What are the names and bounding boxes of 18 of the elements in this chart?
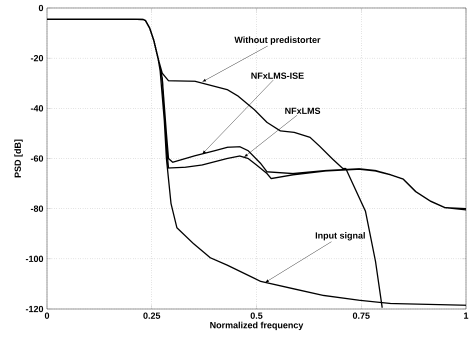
x-tick-label: 0.25 [143, 312, 160, 319]
x-tick-label: 0 [44, 312, 50, 319]
y-axis-title: PSD [dB] [14, 140, 23, 178]
annotation: NFxLMS [285, 108, 320, 114]
annotation: Without predistorter [234, 36, 320, 45]
x-tick-label: 1 [464, 312, 468, 319]
y-tick-label: -40 [30, 105, 44, 112]
y-tick-label: -100 [26, 256, 44, 262]
x-axis-title: Normalized frequency [210, 322, 304, 330]
y-tick-label: -80 [30, 205, 44, 212]
y-tick-label: -60 [30, 155, 44, 162]
y-tick-label: -20 [30, 54, 44, 62]
annotation: Input signal [316, 232, 365, 240]
x-tick-label: 0.75 [352, 312, 370, 319]
x-tick-label: 0.5 [250, 312, 262, 319]
y-tick-label: -120 [26, 306, 44, 312]
annotation: NFxLMS-ISE [251, 72, 304, 79]
y-tick-label: 0 [38, 4, 44, 12]
